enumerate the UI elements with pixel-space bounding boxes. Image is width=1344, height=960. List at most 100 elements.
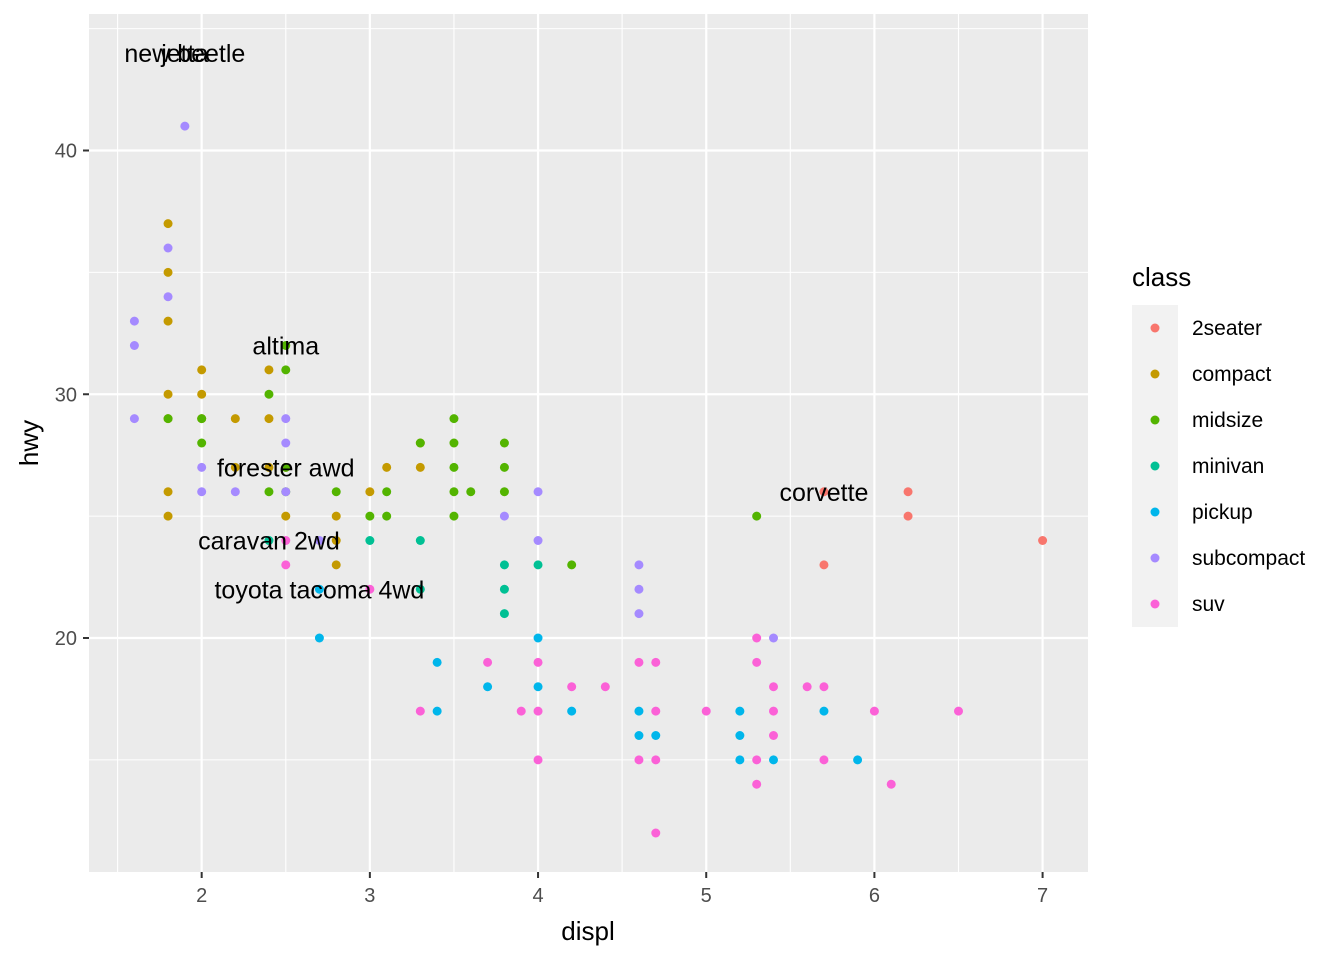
data-point-subcompact <box>634 609 644 619</box>
point-label: forester awd <box>217 454 355 482</box>
data-point-subcompact <box>163 243 173 253</box>
data-point-compact <box>331 560 341 570</box>
point-label: caravan 2wd <box>198 528 340 556</box>
data-point-midsize <box>567 560 577 570</box>
data-point-pickup <box>735 731 745 740</box>
data-point-suv <box>281 560 291 570</box>
legend-key-pickup <box>1150 507 1160 517</box>
data-point-2seater <box>903 487 913 497</box>
data-point-suv <box>769 731 778 740</box>
data-point-pickup <box>735 755 745 765</box>
data-point-compact <box>331 536 341 545</box>
data-point-subcompact <box>314 536 324 545</box>
minor-grid <box>89 14 1088 872</box>
data-point-suv <box>365 584 375 594</box>
data-point-pickup <box>567 706 577 716</box>
data-point-compact <box>281 511 291 521</box>
x-tick-label: 2 <box>196 885 207 907</box>
data-point-suv <box>634 657 644 667</box>
data-point-minivan <box>415 584 425 594</box>
legend-key-2seater <box>1150 323 1160 333</box>
legend-key-midsize <box>1150 415 1160 425</box>
data-point-suv <box>415 706 425 716</box>
point-label: corvette <box>779 479 868 507</box>
legend-label: subcompact <box>1192 547 1305 570</box>
x-tick-label: 7 <box>1037 885 1048 907</box>
data-point-suv <box>819 755 829 765</box>
data-point-suv <box>752 755 762 765</box>
data-point-compact <box>163 219 173 229</box>
data-point-suv <box>533 755 543 765</box>
data-point-subcompact <box>499 511 509 521</box>
data-point-pickup <box>432 706 442 716</box>
data-point-suv <box>701 706 711 716</box>
data-point-midsize <box>281 462 291 472</box>
x-tick-label: 5 <box>701 885 712 907</box>
data-point-suv <box>651 828 661 838</box>
data-point-subcompact <box>281 438 291 448</box>
legend-key-compact <box>1150 369 1160 379</box>
data-point-pickup <box>651 731 661 740</box>
data-point-suv <box>281 536 291 545</box>
point-label: jetta <box>160 40 208 68</box>
data-point-suv <box>533 706 543 716</box>
data-point-suv <box>869 706 879 716</box>
data-point-subcompact <box>180 121 190 131</box>
data-point-compact <box>415 462 425 472</box>
data-point-compact <box>163 487 173 497</box>
data-point-suv <box>651 657 661 667</box>
data-point-midsize <box>499 487 509 497</box>
data-point-pickup <box>853 755 863 765</box>
data-points <box>129 121 1048 838</box>
data-point-suv <box>769 706 778 716</box>
data-point-suv <box>567 682 577 692</box>
data-point-subcompact <box>634 560 644 570</box>
x-tick-label: 3 <box>364 885 375 907</box>
data-point-midsize <box>281 341 291 350</box>
y-tick-label: 40 <box>55 141 77 163</box>
legend: class 2seater compact midsize minivan pickup… <box>1132 262 1305 627</box>
data-point-pickup <box>634 731 644 740</box>
data-point-compact <box>197 365 207 375</box>
data-point-midsize <box>499 462 509 472</box>
data-point-subcompact <box>230 487 240 497</box>
legend-label: pickup <box>1192 501 1253 524</box>
data-point-suv <box>954 706 963 716</box>
data-point-subcompact <box>129 341 139 350</box>
data-point-pickup <box>432 657 442 667</box>
data-point-suv <box>600 682 610 692</box>
data-point-pickup <box>314 584 324 594</box>
data-point-subcompact <box>197 487 207 497</box>
data-point-midsize <box>281 365 291 375</box>
data-point-compact <box>163 267 173 277</box>
data-point-compact <box>382 462 392 472</box>
data-point-pickup <box>634 706 644 716</box>
legend-label: minivan <box>1192 455 1264 478</box>
data-point-minivan <box>499 609 509 619</box>
point-label: toyota tacoma 4wd <box>214 576 424 604</box>
data-point-midsize <box>365 511 375 521</box>
data-point-suv <box>651 706 661 716</box>
plot-panel <box>89 14 1088 872</box>
data-point-minivan <box>415 536 425 545</box>
data-point-midsize <box>163 414 173 424</box>
data-point-midsize <box>264 487 274 497</box>
data-point-suv <box>516 706 526 716</box>
data-point-compact <box>331 511 341 521</box>
data-point-pickup <box>483 682 493 692</box>
data-point-compact <box>264 462 274 472</box>
point-label: new beetle <box>124 40 245 68</box>
data-point-midsize <box>449 511 459 521</box>
data-point-minivan <box>499 584 509 594</box>
data-point-2seater <box>1038 536 1048 545</box>
data-point-subcompact <box>533 487 543 497</box>
data-point-midsize <box>449 487 459 497</box>
data-point-minivan <box>264 536 274 545</box>
data-point-compact <box>365 487 375 497</box>
data-point-suv <box>533 657 543 667</box>
data-point-midsize <box>382 511 392 521</box>
y-axis-ticks: 20 30 40 <box>55 141 89 650</box>
data-point-subcompact <box>533 536 543 545</box>
